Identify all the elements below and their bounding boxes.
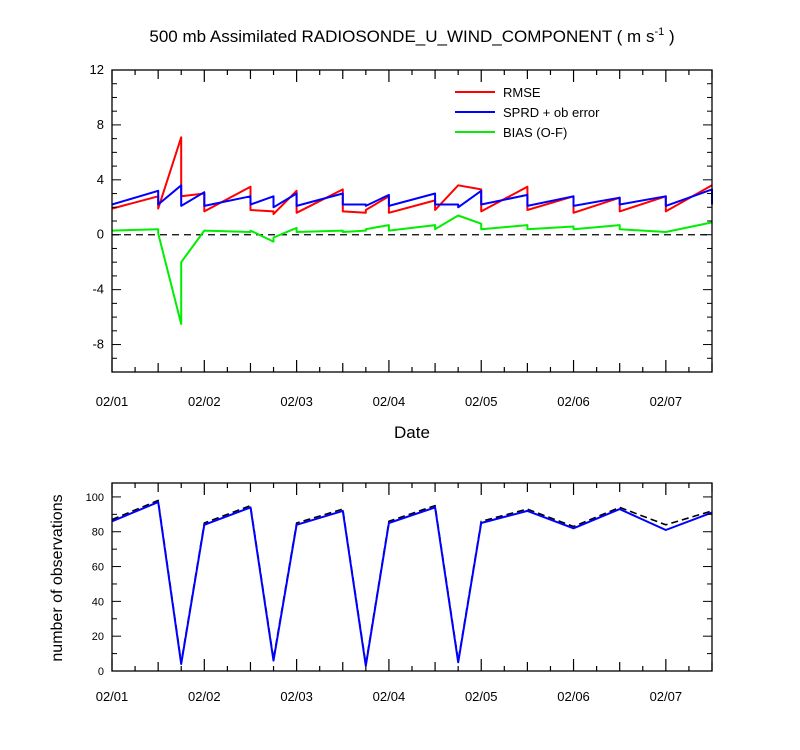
x-tick-label: 02/07: [650, 394, 683, 409]
top-panel: -8 -4 0 4 8 12 02/01 02/02 02/03 02/04 02/05 02/06 0…: [90, 62, 713, 409]
x-tick-label: 02/03: [280, 394, 313, 409]
y-tick-label: 0: [98, 666, 104, 678]
bottom-panel: 0 20 40 60 80 100 02/01 02/02 02/03 02/04 02/05 02/…: [86, 482, 713, 704]
x-tick-label: 02/01: [96, 689, 129, 704]
x-tick-label: 02/05: [465, 689, 498, 704]
plot-frame: [111, 69, 713, 373]
y-tick-label: 8: [97, 117, 104, 132]
y-tick-label: 100: [86, 492, 104, 504]
y-tick-label: 20: [92, 631, 104, 643]
x-tick-label: 02/06: [557, 394, 590, 409]
top-xlabel: Date: [394, 423, 430, 442]
y-tick-label: 12: [90, 62, 104, 77]
y-tick-label: -4: [92, 282, 104, 297]
x-tick-label: 02/01: [96, 394, 129, 409]
chart-title: 500 mb Assimilated RADIOSONDE_U_WIND_COM…: [149, 26, 674, 46]
x-tick-label: 02/04: [373, 394, 406, 409]
series-line-bias-o-f--0: [111, 214, 713, 325]
x-tick-label: 02/03: [280, 689, 313, 704]
series-line-obs-solid: [111, 501, 713, 667]
y-tick-label: 0: [97, 227, 104, 242]
legend-label: RMSE: [503, 85, 541, 100]
legend-label: SPRD + ob error: [503, 105, 600, 120]
x-tick-label: 02/02: [188, 394, 221, 409]
x-tick-label: 02/02: [188, 689, 221, 704]
x-tick-label: 02/07: [650, 689, 683, 704]
title-close: ): [664, 27, 674, 46]
y-tick-label: 60: [92, 562, 104, 574]
bottom-ylabel: number of observations: [49, 494, 66, 661]
title-superscript: -1: [654, 26, 664, 38]
x-tick-label: 02/04: [373, 689, 406, 704]
y-tick-label: 40: [92, 596, 104, 608]
y-tick-label: 4: [97, 172, 104, 187]
series-line-sprd-ob-error-0: [111, 184, 713, 209]
x-tick-label: 02/06: [557, 689, 590, 704]
y-tick-label: 80: [92, 527, 104, 539]
series-line-obs-dashed: [111, 499, 713, 665]
legend: RMSE SPRD + ob error BIAS (O-F): [455, 85, 600, 140]
series-line-rmse-0: [111, 136, 713, 216]
x-tick-label: 02/05: [465, 394, 498, 409]
y-tick-label: -8: [92, 337, 104, 352]
legend-label: BIAS (O-F): [503, 125, 567, 140]
